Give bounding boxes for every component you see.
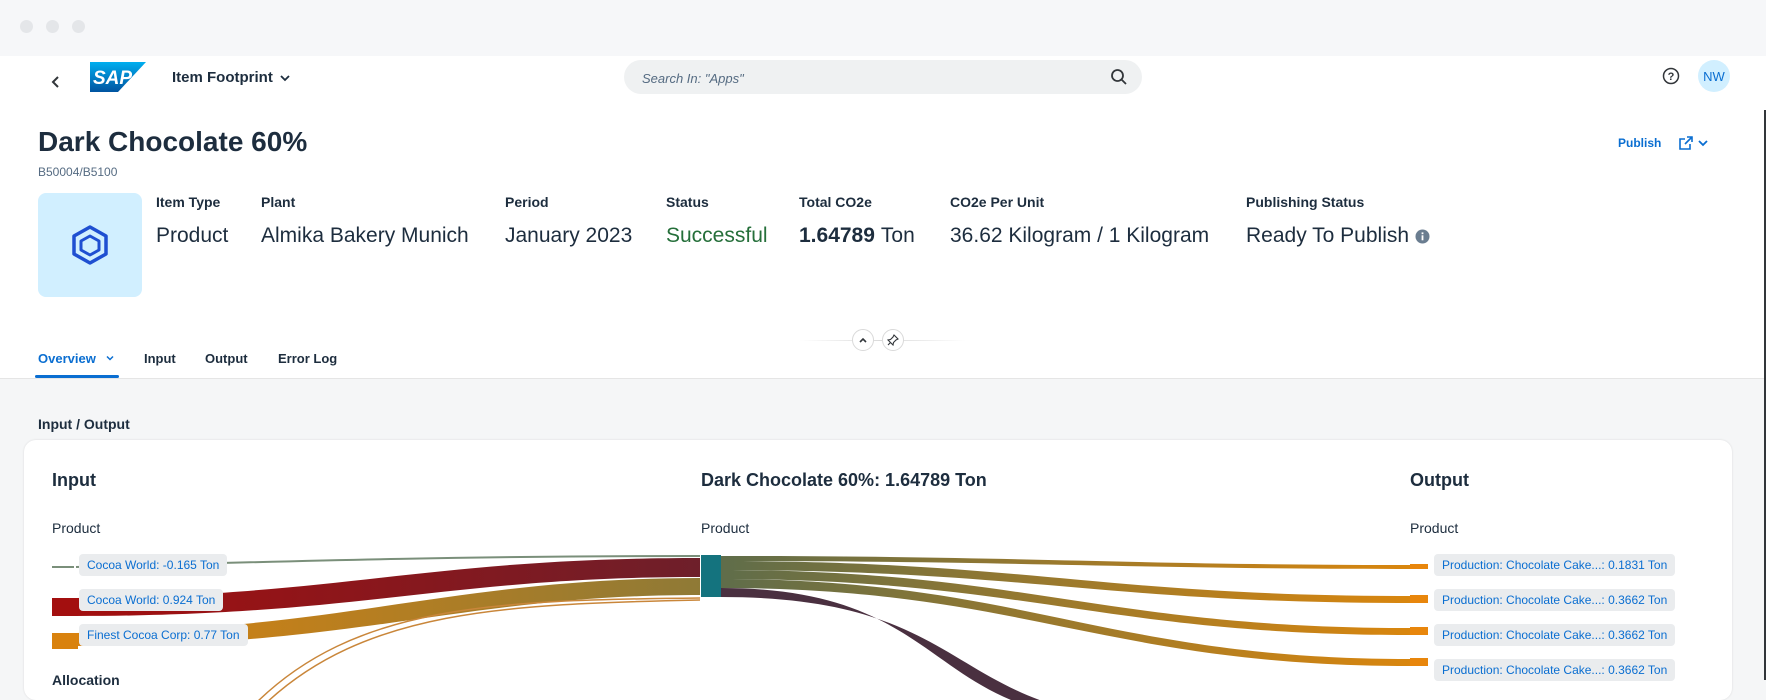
- input-node-finest-cocoa[interactable]: [52, 633, 78, 649]
- search-field[interactable]: [624, 60, 1142, 96]
- attr-label: Item Type: [156, 194, 221, 210]
- flow-allocation-1[interactable]: [254, 597, 701, 700]
- share-menu-button[interactable]: [1678, 135, 1709, 151]
- attr-value: Ready To Publish: [1246, 224, 1430, 248]
- attr-label: Plant: [261, 194, 296, 210]
- input-node-cocoa-world-neg[interactable]: [52, 566, 74, 568]
- app-title: Item Footprint: [172, 69, 273, 86]
- svg-text:SAP: SAP: [93, 68, 132, 89]
- info-icon[interactable]: [1415, 229, 1430, 244]
- tab-error-log[interactable]: Error Log: [278, 351, 338, 366]
- attr-value: Almika Bakery Munich: [261, 224, 469, 247]
- input-node-label[interactable]: Cocoa World: 0.924 Ton: [79, 589, 224, 611]
- flow-output-5[interactable]: [721, 588, 1054, 700]
- input-allocation-category: Allocation: [52, 672, 120, 688]
- tab-overview[interactable]: Overview: [35, 351, 119, 378]
- search-input[interactable]: [640, 60, 1084, 96]
- input-node-cocoa-world[interactable]: [52, 598, 78, 616]
- flow-output-2[interactable]: [721, 561, 1410, 603]
- input-node-label[interactable]: Finest Cocoa Corp: 0.77 Ton: [79, 624, 248, 646]
- output-node-label[interactable]: Production: Chocolate Cake...: 0.3662 To…: [1434, 589, 1676, 611]
- window-titlebar: [0, 0, 1766, 56]
- flow-output-3[interactable]: [721, 570, 1410, 635]
- center-category: Product: [701, 520, 750, 536]
- attr-item-type: Item Type Product: [156, 194, 228, 248]
- collapse-header-button[interactable]: [852, 329, 874, 351]
- attr-value: January 2023: [505, 224, 633, 247]
- svg-text:?: ?: [1668, 71, 1675, 83]
- object-avatar: [38, 193, 142, 297]
- status-value: Successful: [666, 224, 768, 247]
- center-node[interactable]: [701, 555, 721, 597]
- output-node-3[interactable]: [1410, 627, 1428, 635]
- attr-label: CO2e Per Unit: [950, 194, 1045, 210]
- window-minimize-dot[interactable]: [46, 20, 59, 33]
- output-heading: Output: [1410, 470, 1469, 490]
- attr-label: Period: [505, 194, 549, 210]
- attr-status: Status Successful: [666, 194, 768, 248]
- center-heading: Dark Chocolate 60%: 1.64789 Ton: [701, 470, 987, 490]
- object-id: B50004/B5100: [38, 165, 118, 179]
- page-scrollbar[interactable]: [1764, 110, 1766, 680]
- attr-value: Product: [156, 224, 229, 247]
- back-button[interactable]: [50, 68, 62, 103]
- shell-bar: SAP Item Footprint ? NW: [0, 56, 1766, 110]
- page-title: Dark Chocolate 60%: [38, 126, 308, 157]
- search-icon[interactable]: [1110, 68, 1128, 86]
- chevron-up-icon: [859, 337, 867, 343]
- chevron-down-icon: [106, 355, 114, 361]
- attr-value: 1.64789 Ton: [799, 224, 915, 247]
- attr-total-co2e: Total CO2e 1.64789 Ton: [799, 194, 915, 248]
- pin-header-button[interactable]: [882, 329, 904, 351]
- input-output-card: Input Dark Chocolate 60%: 1.64789 Ton Ou…: [24, 440, 1732, 700]
- attr-value: 36.62 Kilogram / 1 Kilogram: [950, 224, 1210, 247]
- input-category: Product: [52, 520, 101, 536]
- header-collapse-bar: [800, 329, 966, 351]
- output-node-label[interactable]: Production: Chocolate Cake...: 0.3662 To…: [1434, 659, 1676, 681]
- pin-icon: [887, 334, 899, 346]
- attr-label: Status: [666, 194, 709, 210]
- product-cube-icon: [72, 225, 108, 265]
- input-heading: Input: [52, 470, 96, 490]
- chevron-left-icon: [51, 76, 59, 88]
- help-icon[interactable]: ?: [1662, 67, 1680, 85]
- flow-allocation-2[interactable]: [264, 599, 701, 700]
- sap-logo: SAP: [90, 62, 146, 92]
- attr-period: Period January 2023: [505, 194, 632, 248]
- window-maximize-dot[interactable]: [72, 20, 85, 33]
- tab-input[interactable]: Input: [144, 351, 176, 366]
- attr-plant: Plant Almika Bakery Munich: [261, 194, 469, 248]
- object-page-header: Dark Chocolate 60% B50004/B5100 Publish …: [0, 110, 1766, 379]
- chevron-down-icon: [1698, 140, 1708, 147]
- output-node-label[interactable]: Production: Chocolate Cake...: 0.3662 To…: [1434, 624, 1676, 646]
- flow-output-4[interactable]: [721, 579, 1410, 666]
- tab-output[interactable]: Output: [205, 351, 248, 366]
- flow-output-1[interactable]: [721, 556, 1410, 569]
- publish-button[interactable]: Publish: [1618, 136, 1662, 150]
- chevron-down-icon: [280, 74, 290, 81]
- output-node-4[interactable]: [1410, 658, 1428, 666]
- section-title: Input / Output: [38, 416, 130, 432]
- app-switcher[interactable]: Item Footprint: [172, 69, 291, 86]
- active-tab-indicator: [35, 375, 119, 378]
- attr-label: Total CO2e: [799, 194, 872, 210]
- attr-co2e-per-unit: CO2e Per Unit 36.62 Kilogram / 1 Kilogra…: [950, 194, 1209, 248]
- output-node-label[interactable]: Production: Chocolate Cake...: 0.1831 To…: [1434, 554, 1676, 576]
- share-icon: [1679, 136, 1693, 150]
- flow-cocoa-world[interactable]: [76, 558, 700, 616]
- user-initials: NW: [1703, 68, 1725, 84]
- attr-publishing-status: Publishing Status Ready To Publish: [1246, 194, 1430, 248]
- output-category: Product: [1410, 520, 1459, 536]
- output-node-1[interactable]: [1410, 564, 1428, 569]
- window-close-dot[interactable]: [20, 20, 33, 33]
- user-avatar[interactable]: NW: [1698, 60, 1730, 92]
- output-node-2[interactable]: [1410, 595, 1428, 603]
- attr-label: Publishing Status: [1246, 194, 1365, 210]
- input-node-label[interactable]: Cocoa World: -0.165 Ton: [79, 554, 228, 576]
